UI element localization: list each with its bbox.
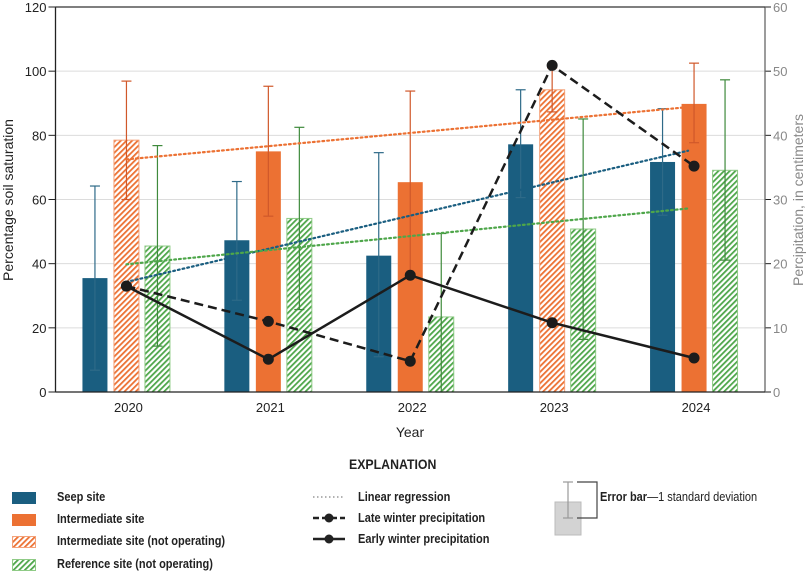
legend-label-early: Early winter precipitation [358,532,490,546]
x-tick-label: 2021 [256,400,285,415]
legend-label-seep: Seep site [57,490,106,504]
bar-intermediate-site-2024 [681,103,707,393]
y-tick-label: 20 [32,321,46,336]
x-axis-label: Year [396,424,425,440]
legend-label-reference-no: Reference site (not operating) [57,557,213,571]
y2-tick-label: 50 [773,64,787,79]
point-early-winter-precipitation-2021 [262,353,274,365]
y-axis-label: Percentage soil saturation [0,119,16,281]
point-early-winter-precipitation-2022 [404,269,416,281]
legend-swatch-reference-no [12,559,36,571]
chart-svg: Percentage soil saturation Percipitation… [0,0,806,440]
point-late-winter-precipitation-2022 [404,355,416,367]
legend-regression-icon [313,496,345,498]
legend-title: EXPLANATION [349,456,437,472]
legend-errorbar-bold: Error bar [600,490,648,504]
point-late-winter-precipitation-2023 [546,59,558,71]
y-tick-label: 100 [25,64,47,79]
legend-errorbar-icon [554,481,598,536]
bar-intermediate-site-2023 [539,89,566,393]
y-tick-label: 0 [39,385,46,400]
legend-early-icon [313,534,345,544]
y-tick-label: 60 [32,193,46,208]
regression-line-reference-site [125,207,690,266]
point-late-winter-precipitation-2021 [262,315,274,327]
y-tick-label: 80 [32,128,46,143]
legend-swatch-intermediate-no [12,536,36,548]
legend-label-intermediate-no: Intermediate site (not operating) [57,534,226,548]
point-early-winter-precipitation-2020 [120,280,132,292]
legend-label-late: Late winter precipitation [358,511,486,525]
point-early-winter-precipitation-2023 [546,317,558,329]
y-tick-label: 120 [25,0,47,15]
y2-axis-label: Percipitation, in centimeters [790,114,806,286]
legend-swatch-seep [12,492,36,504]
regression-line-seep-site [125,149,690,284]
regression-line-intermediate-site [125,105,690,161]
x-tick-label: 2022 [398,400,427,415]
legend-late-icon [313,513,345,523]
line-late-winter-precipitation [126,63,695,363]
y2-tick-label: 10 [773,321,787,336]
legend-errorbar-rest: —1 standard deviation [647,490,758,504]
y2-tick-label: 60 [773,0,787,15]
y2-tick-label: 0 [773,385,780,400]
legend-label-regression: Linear regression [358,490,451,504]
y2-tick-label: 40 [773,128,787,143]
legend-swatch-intermediate [12,514,36,526]
legend-label-errorbar: Error bar—1 standard deviation [600,490,757,504]
point-late-winter-precipitation-2024 [688,160,700,172]
point-early-winter-precipitation-2024 [688,352,700,364]
y2-tick-label: 20 [773,257,787,272]
x-tick-label: 2020 [114,400,143,415]
y2-tick-label: 30 [773,193,787,208]
y-tick-label: 40 [32,257,46,272]
x-tick-label: 2023 [540,400,569,415]
x-tick-label: 2024 [682,400,711,415]
legend-label-intermediate: Intermediate site [57,512,145,526]
